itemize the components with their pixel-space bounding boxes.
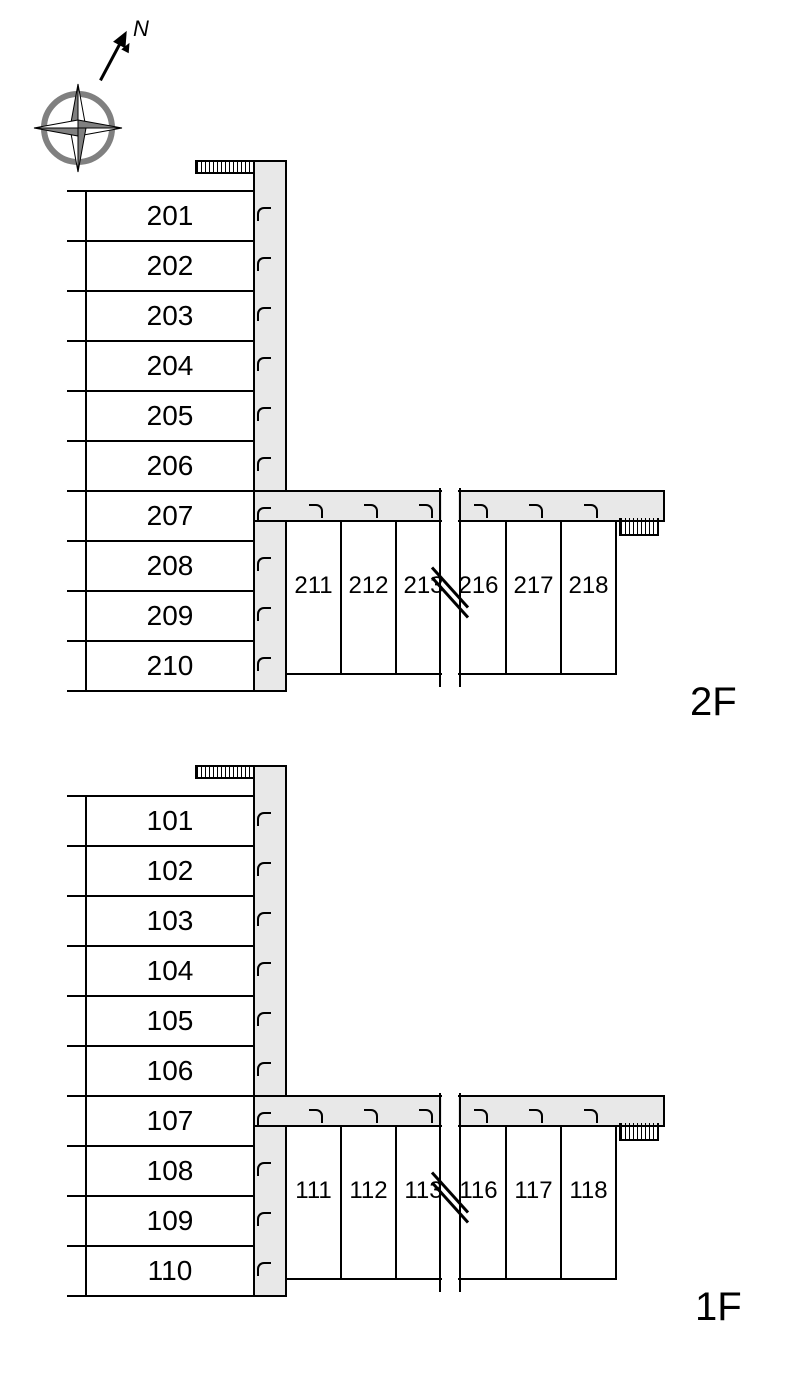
door-icon bbox=[309, 504, 323, 518]
unit-207: 207 bbox=[85, 490, 255, 542]
tick-mark bbox=[67, 290, 85, 292]
unit-103: 103 bbox=[85, 895, 255, 947]
stairs-icon bbox=[195, 160, 255, 174]
door-icon bbox=[257, 607, 271, 621]
door-icon bbox=[584, 504, 598, 518]
door-icon bbox=[257, 557, 271, 571]
unit-205: 205 bbox=[85, 390, 255, 442]
door-icon bbox=[419, 1109, 433, 1123]
unit-210: 210 bbox=[85, 640, 255, 692]
door-icon bbox=[257, 207, 271, 221]
unit-102: 102 bbox=[85, 845, 255, 897]
tick-mark bbox=[67, 690, 85, 692]
tick-mark bbox=[67, 895, 85, 897]
unit-208: 208 bbox=[85, 540, 255, 592]
door-icon bbox=[529, 1109, 543, 1123]
door-icon bbox=[257, 657, 271, 671]
door-icon bbox=[257, 1012, 271, 1026]
tick-mark bbox=[67, 945, 85, 947]
tick-mark bbox=[67, 440, 85, 442]
unit-105: 105 bbox=[85, 995, 255, 1047]
door-icon bbox=[257, 912, 271, 926]
unit-106: 106 bbox=[85, 1045, 255, 1097]
tick-mark bbox=[67, 390, 85, 392]
door-icon bbox=[257, 812, 271, 826]
tick-mark bbox=[67, 1045, 85, 1047]
tick-mark bbox=[67, 640, 85, 642]
unit-204: 204 bbox=[85, 340, 255, 392]
tick-mark bbox=[67, 590, 85, 592]
tick-mark bbox=[67, 1145, 85, 1147]
unit-110: 110 bbox=[85, 1245, 255, 1297]
floor-label-f2: 2F bbox=[690, 680, 737, 725]
door-icon bbox=[257, 357, 271, 371]
unit-206: 206 bbox=[85, 440, 255, 492]
door-icon bbox=[529, 504, 543, 518]
door-icon bbox=[257, 862, 271, 876]
unit-213: 213 bbox=[395, 520, 452, 675]
unit-109: 109 bbox=[85, 1195, 255, 1247]
door-icon bbox=[309, 1109, 323, 1123]
compass-icon: N bbox=[28, 18, 178, 193]
unit-108: 108 bbox=[85, 1145, 255, 1197]
door-icon bbox=[257, 307, 271, 321]
tick-mark bbox=[67, 1295, 85, 1297]
unit-113: 113 bbox=[395, 1125, 452, 1280]
door-icon bbox=[257, 1262, 271, 1276]
door-icon bbox=[257, 257, 271, 271]
door-icon bbox=[584, 1109, 598, 1123]
unit-212: 212 bbox=[340, 520, 397, 675]
unit-201: 201 bbox=[85, 190, 255, 242]
door-icon bbox=[364, 1109, 378, 1123]
tick-mark bbox=[67, 490, 85, 492]
door-icon bbox=[257, 1212, 271, 1226]
door-icon bbox=[474, 1109, 488, 1123]
door-icon bbox=[474, 504, 488, 518]
stairs-icon bbox=[619, 1123, 659, 1141]
unit-101: 101 bbox=[85, 795, 255, 847]
unit-203: 203 bbox=[85, 290, 255, 342]
floor-label-f1: 1F bbox=[695, 1285, 742, 1330]
unit-218: 218 bbox=[560, 520, 617, 675]
door-icon bbox=[364, 504, 378, 518]
door-icon bbox=[257, 962, 271, 976]
unit-112: 112 bbox=[340, 1125, 397, 1280]
unit-118: 118 bbox=[560, 1125, 617, 1280]
tick-mark bbox=[67, 190, 85, 192]
unit-107: 107 bbox=[85, 1095, 255, 1147]
compass-n-label: N bbox=[133, 18, 149, 41]
unit-104: 104 bbox=[85, 945, 255, 997]
door-icon bbox=[257, 457, 271, 471]
unit-216: 216 bbox=[450, 520, 507, 675]
door-icon bbox=[257, 1112, 271, 1126]
door-icon bbox=[257, 407, 271, 421]
door-icon bbox=[257, 1062, 271, 1076]
tick-mark bbox=[67, 995, 85, 997]
tick-mark bbox=[67, 540, 85, 542]
door-icon bbox=[257, 1162, 271, 1176]
unit-116: 116 bbox=[450, 1125, 507, 1280]
tick-mark bbox=[67, 795, 85, 797]
unit-117: 117 bbox=[505, 1125, 562, 1280]
tick-mark bbox=[67, 1245, 85, 1247]
stairs-icon bbox=[619, 518, 659, 536]
unit-202: 202 bbox=[85, 240, 255, 292]
unit-211: 211 bbox=[285, 520, 342, 675]
stairs-icon bbox=[195, 765, 255, 779]
tick-mark bbox=[67, 1095, 85, 1097]
door-icon bbox=[257, 507, 271, 521]
unit-217: 217 bbox=[505, 520, 562, 675]
tick-mark bbox=[67, 1195, 85, 1197]
tick-mark bbox=[67, 845, 85, 847]
tick-mark bbox=[67, 240, 85, 242]
tick-mark bbox=[67, 340, 85, 342]
unit-111: 111 bbox=[285, 1125, 342, 1280]
unit-209: 209 bbox=[85, 590, 255, 642]
door-icon bbox=[419, 504, 433, 518]
